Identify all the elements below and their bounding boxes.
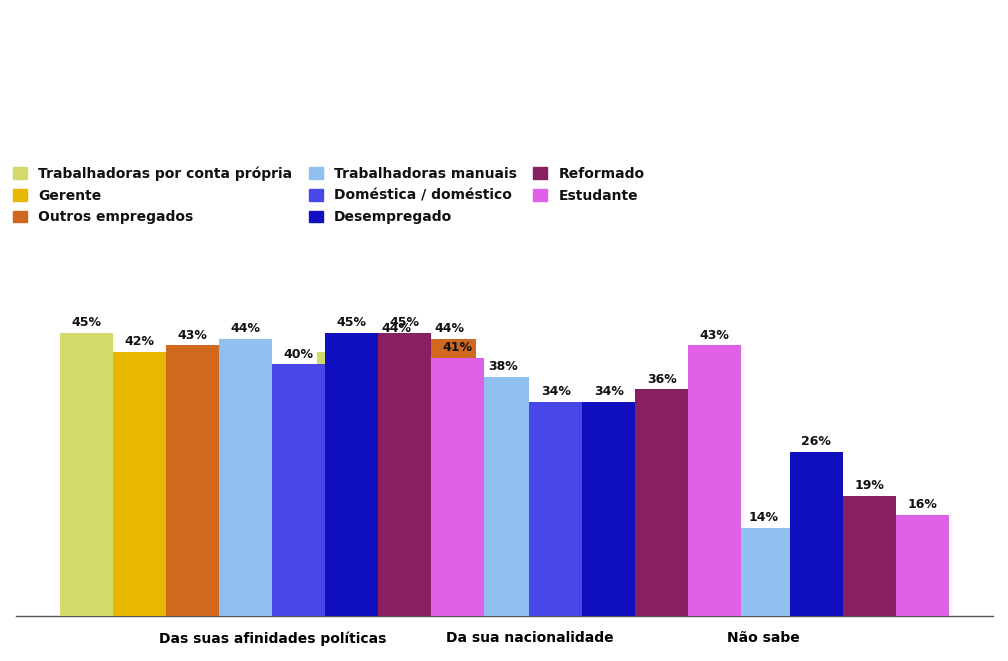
Bar — [583, 402, 635, 615]
Text: 43%: 43% — [177, 329, 208, 342]
Text: 34%: 34% — [541, 385, 571, 398]
Bar — [370, 339, 423, 615]
Bar — [635, 389, 688, 615]
Bar — [272, 364, 326, 615]
Text: 13%: 13% — [696, 517, 725, 530]
Text: 44%: 44% — [231, 323, 261, 335]
Bar — [423, 339, 477, 615]
Bar — [113, 352, 166, 615]
Text: 40%: 40% — [283, 348, 313, 360]
Text: 19%: 19% — [854, 479, 884, 492]
Bar — [318, 352, 370, 615]
Text: 41%: 41% — [443, 341, 473, 354]
Text: 16%: 16% — [907, 498, 937, 511]
Bar — [378, 333, 431, 615]
Text: 34%: 34% — [594, 385, 624, 398]
Bar — [737, 527, 789, 615]
Legend: Trabalhadoras por conta própria, Gerente, Outros empregados, Trabalhadoras manua: Trabalhadoras por conta própria, Gerente… — [13, 167, 644, 224]
Bar — [843, 496, 895, 615]
Text: 43%: 43% — [700, 329, 730, 342]
Text: 42%: 42% — [125, 335, 155, 348]
Bar — [326, 333, 378, 615]
Text: 14%: 14% — [748, 511, 778, 524]
Text: 45%: 45% — [390, 316, 419, 329]
Bar — [529, 402, 583, 615]
Text: 38%: 38% — [488, 360, 518, 373]
Bar — [166, 346, 220, 615]
Text: 26%: 26% — [801, 436, 831, 448]
Bar — [683, 534, 737, 615]
Text: 44%: 44% — [434, 323, 465, 335]
Text: 44%: 44% — [382, 323, 412, 335]
Bar — [477, 377, 529, 615]
Text: 36%: 36% — [647, 373, 676, 385]
Bar — [789, 452, 843, 615]
Text: 13%: 13% — [590, 517, 619, 530]
Bar — [431, 358, 484, 615]
Bar — [578, 534, 631, 615]
Bar — [631, 534, 683, 615]
Bar — [220, 339, 272, 615]
Bar — [895, 515, 949, 615]
Text: 42%: 42% — [329, 335, 359, 348]
Bar — [60, 333, 113, 615]
Bar — [688, 346, 741, 615]
Text: 45%: 45% — [337, 316, 367, 329]
Text: 45%: 45% — [72, 316, 102, 329]
Text: 13%: 13% — [642, 517, 672, 530]
